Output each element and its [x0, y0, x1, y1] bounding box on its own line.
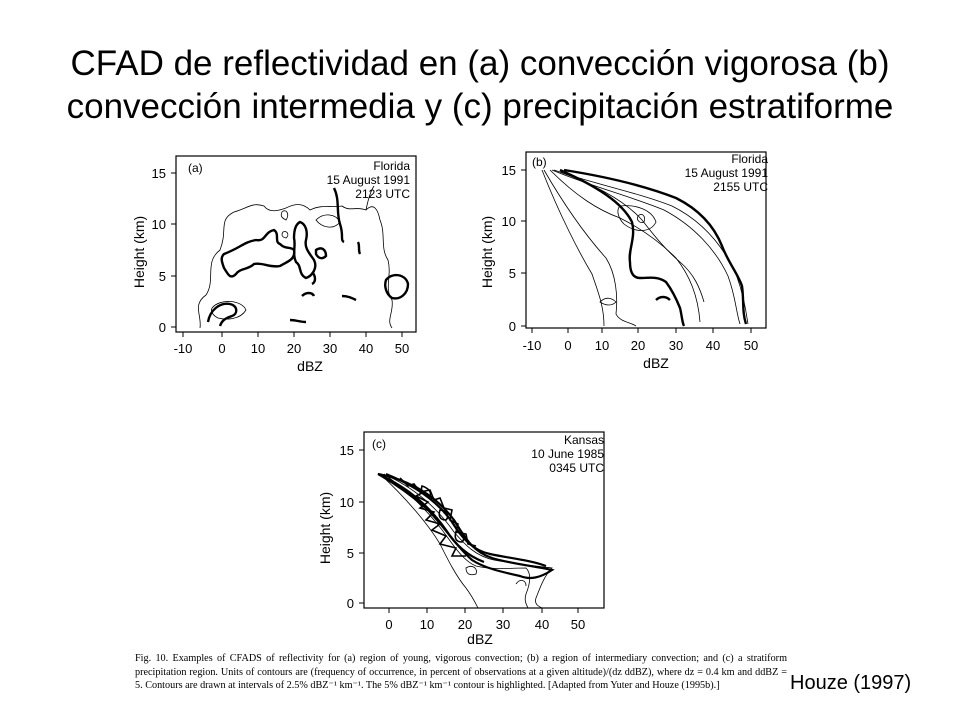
y-tick-label: 10	[152, 217, 166, 232]
x-ticks	[388, 608, 579, 613]
x-tick-label: 30	[669, 338, 683, 353]
panel-label: (a)	[188, 161, 203, 175]
x-tick-label: 0	[385, 617, 392, 632]
slide-title: CFAD de reflectividad en (a) convección …	[20, 42, 940, 128]
cfad-plot-a: -10 0 10 20 30 40 50 0 5 10 15 dBZ Heigh…	[131, 155, 417, 374]
cfad-panel-a: -10 0 10 20 30 40 50 0 5 10 15 dBZ Heigh…	[130, 150, 430, 380]
y-axis-label: Height (km)	[479, 216, 495, 288]
y-ticks	[521, 169, 526, 327]
x-ticks	[182, 332, 403, 337]
x-tick-label: 40	[706, 338, 720, 353]
panel-time: 2123 UTC	[355, 187, 410, 201]
y-axis-label: Height (km)	[317, 492, 333, 564]
y-tick-label: 10	[340, 495, 354, 510]
y-tick-label: 15	[340, 443, 354, 458]
plot-frame	[525, 151, 767, 329]
cfad-plot-b: -10 0 10 20 30 40 50 0 5 10 15 dBZ Heigh…	[479, 151, 769, 371]
x-tick-label: 10	[251, 341, 265, 356]
contour-lines	[198, 185, 410, 329]
cfad-panel-c: 0 10 20 30 40 50 0 5 10 15 dBZ Height (k…	[316, 428, 616, 653]
figure-caption: Fig. 10. Examples of CFADS of reflectivi…	[135, 652, 787, 693]
y-tick-label: 0	[347, 596, 354, 611]
panel-label: (c)	[372, 437, 386, 451]
source-credit: Houze (1997)	[790, 672, 912, 694]
y-axis-label: Height (km)	[131, 216, 147, 288]
figure-caption-text: Fig. 10. Examples of CFADS of reflectivi…	[135, 653, 787, 692]
cfad-panel-b: -10 0 10 20 30 40 50 0 5 10 15 dBZ Heigh…	[479, 146, 780, 376]
y-tick-label: 0	[509, 319, 516, 334]
panel-location: Florida	[731, 152, 768, 166]
panel-label: (b)	[532, 155, 547, 169]
y-tick-label: 10	[502, 214, 516, 229]
x-tick-label: -10	[174, 341, 193, 356]
cfad-plot-c: 0 10 20 30 40 50 0 5 10 15 dBZ Height (k…	[317, 431, 605, 647]
x-tick-label: 20	[287, 341, 301, 356]
x-tick-label: 0	[218, 341, 225, 356]
x-tick-label: 40	[535, 617, 549, 632]
contour-lines	[377, 472, 555, 609]
y-tick-label: 5	[509, 266, 516, 281]
plot-frame	[363, 431, 605, 609]
x-tick-label: 30	[323, 341, 337, 356]
x-tick-label: -10	[523, 338, 542, 353]
y-ticks	[359, 449, 364, 604]
x-tick-label: 40	[359, 341, 373, 356]
panel-date: 15 August 1991	[685, 166, 769, 180]
panel-location: Kansas	[564, 433, 604, 447]
y-tick-label: 0	[159, 320, 166, 335]
y-ticks	[171, 172, 176, 328]
slide-title-line1: CFAD de reflectividad en (a) convección …	[70, 44, 890, 83]
y-tick-label: 15	[152, 166, 166, 181]
x-tick-label: 20	[631, 338, 645, 353]
panel-time: 0345 UTC	[549, 461, 604, 475]
panel-location: Florida	[373, 159, 410, 173]
x-tick-label: 10	[595, 338, 609, 353]
y-tick-label: 5	[159, 269, 166, 284]
x-tick-label: 0	[564, 338, 571, 353]
x-tick-label: 50	[395, 341, 409, 356]
contour-lines	[541, 168, 749, 327]
panel-date: 15 August 1991	[327, 173, 411, 187]
panel-time: 2155 UTC	[713, 180, 768, 194]
x-tick-label: 10	[420, 617, 434, 632]
y-tick-label: 5	[347, 546, 354, 561]
x-axis-label: dBZ	[467, 631, 493, 647]
x-ticks	[531, 328, 752, 333]
x-tick-label: 30	[496, 617, 510, 632]
x-tick-label: 50	[744, 338, 758, 353]
x-axis-label: dBZ	[297, 358, 323, 374]
x-tick-label: 20	[458, 617, 472, 632]
y-tick-label: 15	[502, 163, 516, 178]
x-axis-label: dBZ	[643, 355, 669, 371]
slide-title-line2: convección intermedia y (c) precipitació…	[66, 87, 894, 126]
plot-frame	[175, 155, 417, 333]
panel-date: 10 June 1985	[531, 447, 604, 461]
x-tick-label: 50	[571, 617, 585, 632]
